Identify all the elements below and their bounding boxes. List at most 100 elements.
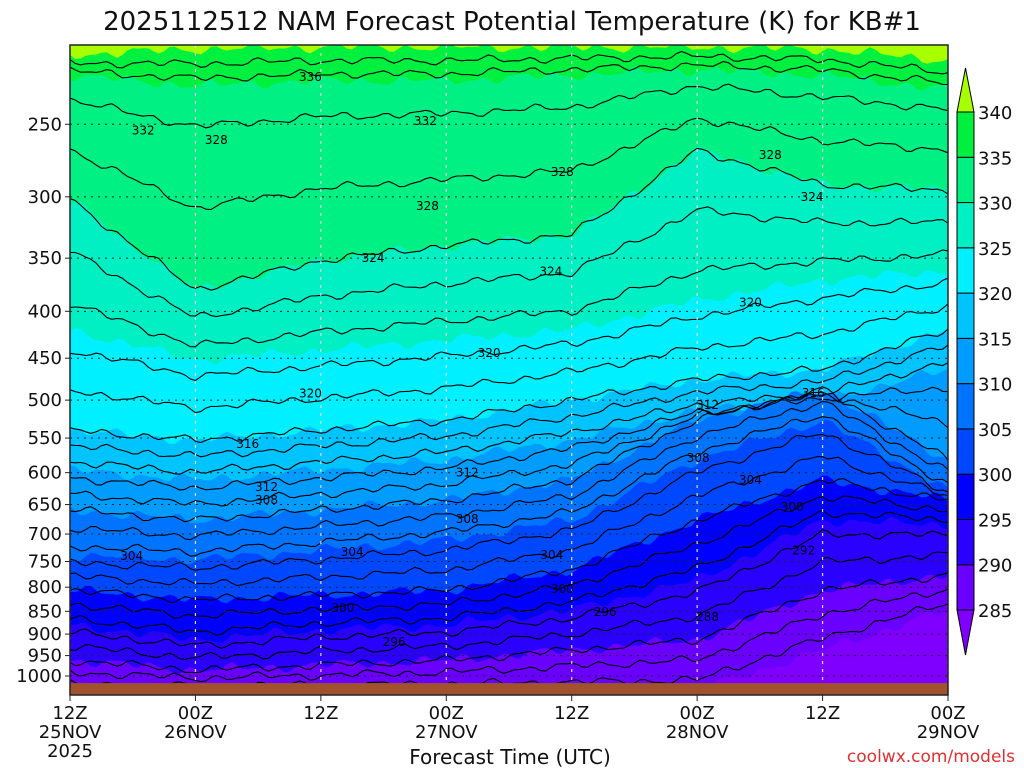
contour-line-290 xyxy=(69,572,949,674)
x-tick-label: 2025 xyxy=(47,741,93,762)
contour-label: 292 xyxy=(792,544,815,558)
x-tick-label: 00Z xyxy=(429,703,464,724)
y-tick-label: 950 xyxy=(28,646,62,667)
x-tick-label: 12Z xyxy=(805,703,840,724)
colorbar-box-295 xyxy=(956,473,975,520)
colorbar-box-290 xyxy=(956,518,975,566)
contour-label: 300 xyxy=(331,601,354,615)
contour-label: 308 xyxy=(687,451,710,465)
colorbar-box-330 xyxy=(956,156,975,204)
colorbar-over-triangle xyxy=(956,67,975,113)
contour-label: 304 xyxy=(120,549,143,563)
x-tick-label: 12Z xyxy=(52,703,87,724)
contour-line-330 xyxy=(69,147,949,291)
y-tick-label: 550 xyxy=(28,428,62,449)
contour-label: 304 xyxy=(540,548,563,562)
y-tick-label: 850 xyxy=(28,601,62,622)
contour-label: 328 xyxy=(416,199,439,213)
contour-label: 316 xyxy=(236,437,259,451)
contour-line-288 xyxy=(69,588,949,683)
contour-line-332 xyxy=(69,117,949,211)
x-tick-label: 00Z xyxy=(178,703,213,724)
filled-contours xyxy=(70,45,948,695)
colorbar-label: 290 xyxy=(978,556,1012,577)
colorbar-box-320 xyxy=(956,247,975,294)
colorbar-box-305 xyxy=(956,383,975,430)
y-tick-label: 350 xyxy=(28,248,62,269)
contour-line-338 xyxy=(69,50,949,75)
colorbar: 285 290 295 300 305 310 315 320 325 330 335 340 xyxy=(956,67,1012,656)
contour-label: 328 xyxy=(551,165,574,179)
contour-label: 296 xyxy=(383,635,406,649)
contour-label: 308 xyxy=(255,493,278,507)
colorbar-label: 305 xyxy=(978,420,1012,441)
contour-label: 336 xyxy=(299,70,322,84)
contour-line-322 xyxy=(69,303,949,414)
contour-line-320 xyxy=(69,328,949,444)
colorbar-box-315 xyxy=(956,292,975,339)
contour-label: 324 xyxy=(362,251,385,265)
y-tick-label: 450 xyxy=(28,348,62,369)
contour-line-292 xyxy=(69,551,948,660)
contour-line-302 xyxy=(69,456,949,587)
contour-line-336 xyxy=(69,60,948,86)
y-tick-label: 400 xyxy=(28,301,62,322)
contour-label: 332 xyxy=(414,114,437,128)
contour-line-312 xyxy=(69,391,949,507)
contour-label: 324 xyxy=(539,265,562,279)
colorbar-label: 285 xyxy=(978,601,1012,622)
colorbar-label: 295 xyxy=(978,510,1012,531)
contour-label: 304 xyxy=(739,473,762,487)
contour-label: 300 xyxy=(781,500,804,514)
colorbar-label: 330 xyxy=(978,194,1012,215)
contour-label: 332 xyxy=(132,124,155,138)
contour-line-324 xyxy=(69,277,949,382)
contour-line-306 xyxy=(69,416,949,557)
colorbar-label: 335 xyxy=(978,148,1012,169)
contour-line-334 xyxy=(69,83,949,129)
contour-label: 312 xyxy=(255,480,278,494)
contour-line-296 xyxy=(69,509,949,636)
colorbar-box-300 xyxy=(956,428,975,475)
x-tick-label: 25NOV xyxy=(39,722,102,743)
contour-label: 320 xyxy=(739,295,762,309)
contour-label: 328 xyxy=(205,133,228,147)
contour-label: 324 xyxy=(801,190,824,204)
contour-line-310 xyxy=(69,386,949,523)
contour-label: 312 xyxy=(696,398,719,412)
contour-label: 312 xyxy=(456,466,479,480)
x-tick-label: 12Z xyxy=(303,703,338,724)
contour-label: 316 xyxy=(802,386,825,400)
colorbar-label: 320 xyxy=(978,284,1012,305)
x-tick-label: 00Z xyxy=(680,703,715,724)
x-tick-label: 28NOV xyxy=(666,722,729,743)
y-tick-label: 700 xyxy=(28,524,62,545)
y-tick-label: 1000 xyxy=(16,666,62,687)
x-tick-label: 12Z xyxy=(554,703,589,724)
contour-label: 300 xyxy=(551,582,574,596)
colorbar-label: 315 xyxy=(978,329,1012,350)
colorbar-under-triangle xyxy=(956,609,975,656)
colorbar-label: 325 xyxy=(978,239,1012,260)
contour-label: 320 xyxy=(478,346,501,360)
ground-surface xyxy=(70,683,948,695)
y-tick-label: 500 xyxy=(28,390,62,411)
contour-label: 308 xyxy=(456,512,479,526)
contour-label: 320 xyxy=(299,387,322,401)
x-axis-label: Forecast Time (UTC) xyxy=(409,745,611,768)
contour-label: 296 xyxy=(594,605,617,619)
y-tick-label: 250 xyxy=(28,114,62,135)
y-tick-label: 800 xyxy=(28,577,62,598)
chart-title: 2025112512 NAM Forecast Potential Temper… xyxy=(103,7,921,37)
contour-line-308 xyxy=(69,400,949,541)
band-below-290 xyxy=(70,574,948,695)
y-tick-label: 650 xyxy=(28,495,62,516)
contour-line-318 xyxy=(69,344,949,458)
y-tick-label: 900 xyxy=(28,624,62,645)
contour-line-328 xyxy=(70,206,949,318)
colorbar-box-285 xyxy=(956,564,975,611)
colorbar-label: 340 xyxy=(978,103,1012,124)
y-tick-label: 300 xyxy=(28,187,62,208)
